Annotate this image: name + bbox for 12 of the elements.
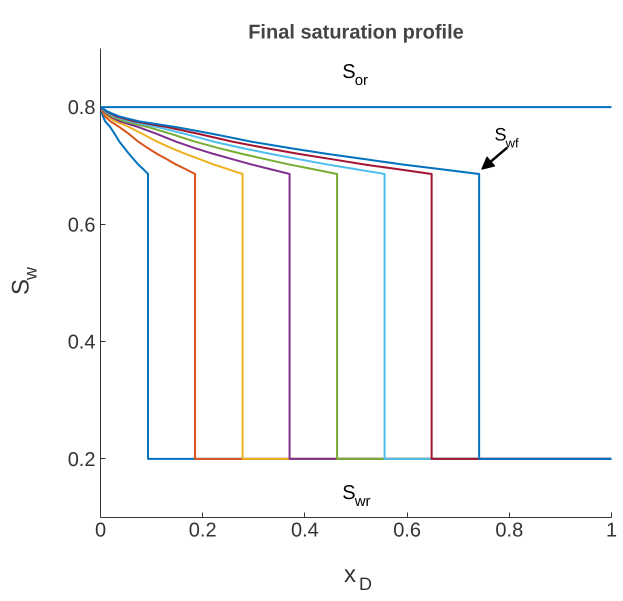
chart-title: Final saturation profile	[248, 22, 464, 44]
y-axis-title: Sw	[8, 266, 40, 295]
x-tick-label: 0.6	[393, 520, 422, 542]
y-tick-label: 0.8	[68, 97, 96, 120]
x-tick-label: 0	[94, 520, 106, 542]
x-tick-label: 1	[606, 520, 618, 542]
y-tick-label: 0.6	[68, 214, 96, 236]
x-tick-label: 0.2	[188, 520, 217, 542]
x-tick-label: 0.4	[291, 520, 319, 542]
y-tick-label: 0.4	[68, 332, 96, 354]
x-tick-label: 0.8	[495, 520, 524, 542]
y-tick-label: 0.2	[68, 448, 96, 471]
